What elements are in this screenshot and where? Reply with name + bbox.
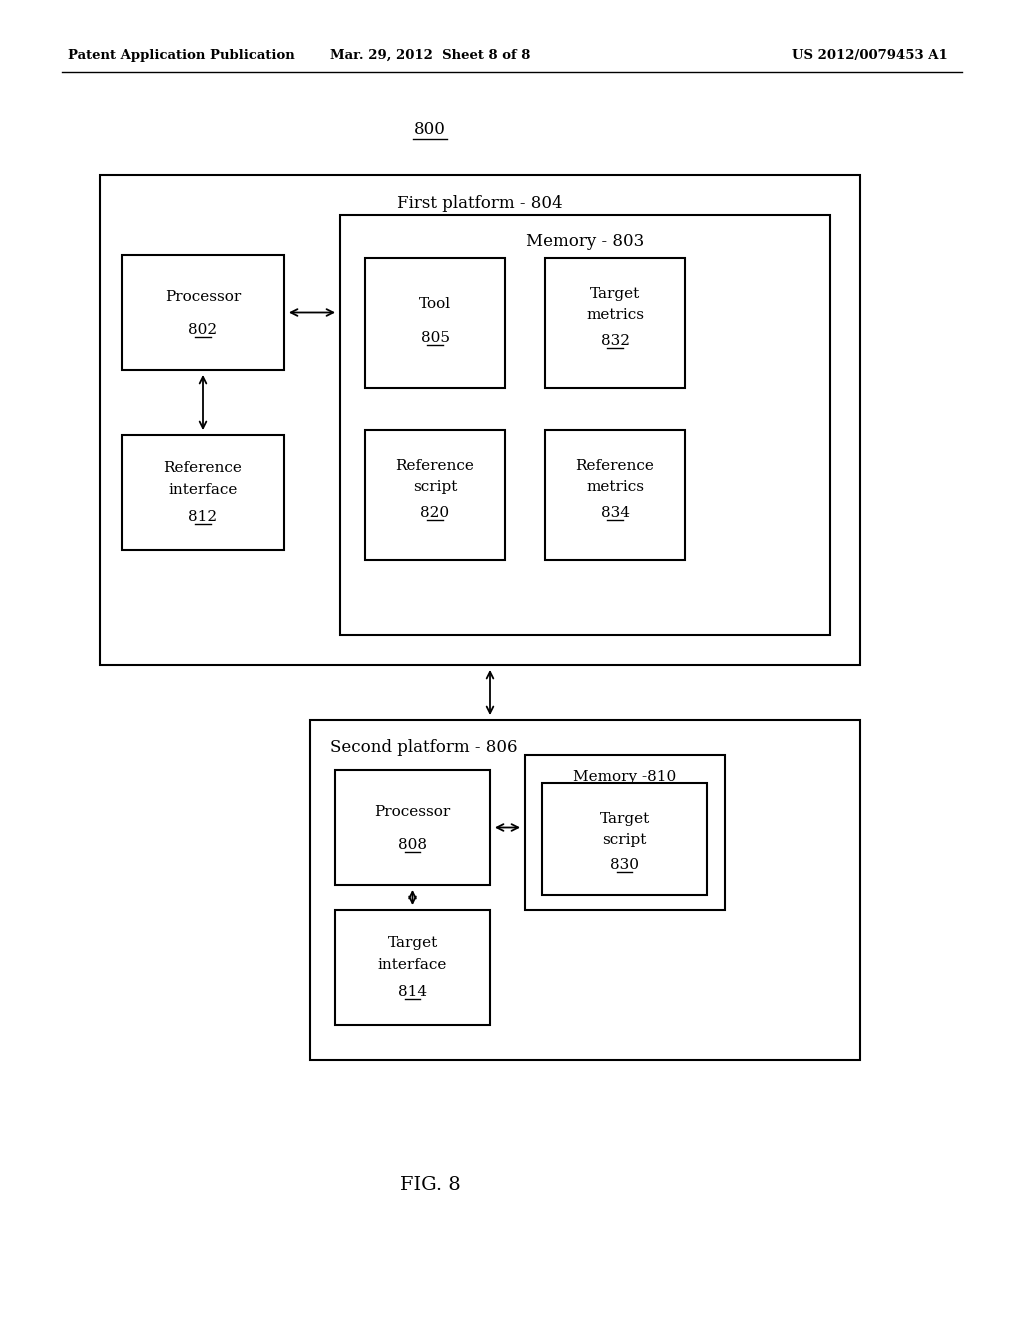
Text: 832: 832	[600, 334, 630, 348]
Bar	[545, 257, 685, 388]
Bar	[545, 430, 685, 560]
Text: Second platform - 806: Second platform - 806	[330, 739, 517, 756]
Text: Reference: Reference	[575, 459, 654, 473]
Bar	[365, 257, 505, 388]
Text: 834: 834	[600, 506, 630, 520]
Text: 800: 800	[414, 121, 445, 139]
Text: Mar. 29, 2012  Sheet 8 of 8: Mar. 29, 2012 Sheet 8 of 8	[330, 49, 530, 62]
Text: 820: 820	[421, 506, 450, 520]
Text: Tool: Tool	[419, 297, 451, 312]
Text: Processor: Processor	[165, 290, 241, 304]
Text: FIG. 8: FIG. 8	[399, 1176, 461, 1195]
Text: 808: 808	[398, 838, 427, 851]
Bar	[365, 430, 505, 560]
Text: script: script	[413, 480, 457, 494]
Bar	[340, 215, 830, 635]
Bar	[100, 176, 860, 665]
Text: script: script	[602, 833, 647, 847]
Text: 830: 830	[610, 858, 639, 873]
Text: 802: 802	[188, 323, 217, 337]
Text: interface: interface	[168, 483, 238, 498]
Text: Memory -810: Memory -810	[573, 770, 677, 784]
Text: metrics: metrics	[586, 480, 644, 494]
Bar	[542, 783, 707, 895]
Text: First platform - 804: First platform - 804	[397, 194, 563, 211]
Text: US 2012/0079453 A1: US 2012/0079453 A1	[793, 49, 948, 62]
Text: metrics: metrics	[586, 308, 644, 322]
Text: 812: 812	[188, 510, 217, 524]
Bar	[335, 770, 490, 884]
Bar	[335, 909, 490, 1026]
Text: Memory - 803: Memory - 803	[526, 232, 644, 249]
Text: Reference: Reference	[164, 461, 243, 475]
Text: interface: interface	[378, 958, 447, 972]
Text: Processor: Processor	[375, 805, 451, 818]
Bar	[122, 255, 284, 370]
Text: Reference: Reference	[395, 459, 474, 473]
Bar	[122, 436, 284, 550]
Bar	[310, 719, 860, 1060]
Text: Target: Target	[599, 812, 649, 826]
Text: Target: Target	[590, 286, 640, 301]
Text: Patent Application Publication: Patent Application Publication	[68, 49, 295, 62]
Text: 805: 805	[421, 331, 450, 345]
Text: Target: Target	[387, 936, 437, 950]
Bar	[525, 755, 725, 909]
Text: 814: 814	[398, 985, 427, 999]
